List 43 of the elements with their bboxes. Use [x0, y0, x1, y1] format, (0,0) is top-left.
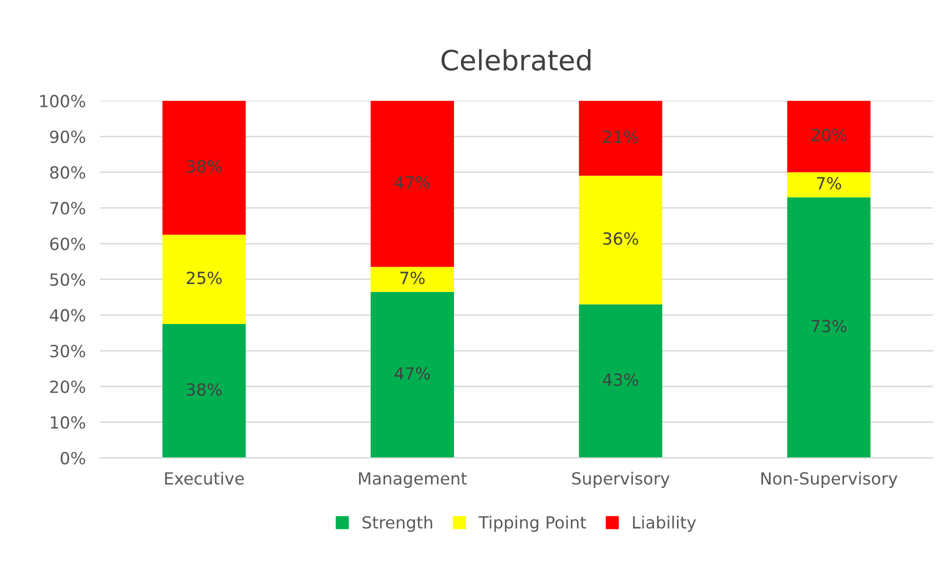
data-label: 7%	[816, 176, 842, 190]
data-label: 7%	[400, 272, 425, 284]
bar	[787, 100, 870, 172]
data-label: 21%	[603, 130, 638, 144]
x-tick-label: Executive	[165, 472, 244, 485]
y-tick-label: 0%	[60, 452, 86, 464]
y-tick-label: 20%	[50, 380, 86, 394]
bar	[162, 324, 246, 458]
bar	[787, 197, 870, 458]
y-tick-label: 90%	[50, 130, 86, 144]
bar	[578, 100, 662, 176]
x-tick-label: Supervisory	[572, 472, 670, 488]
y-tick-label: 10%	[50, 416, 86, 429]
y-tick-label: 100%	[40, 94, 86, 108]
y-tick-label: 80%	[50, 166, 86, 179]
y-tick-label: 40%	[50, 309, 86, 322]
y-tick-label: 60%	[50, 238, 86, 250]
bar	[370, 266, 454, 292]
bar	[162, 100, 246, 235]
legend-label: Strength	[362, 516, 432, 532]
bar	[578, 176, 662, 304]
data-label: 38%	[186, 160, 222, 173]
data-label: 36%	[603, 232, 638, 245]
bar	[162, 234, 246, 324]
x-tick-label: Non-Supervisory	[761, 472, 898, 488]
legend-label: Tipping Point	[478, 516, 586, 532]
chart-title: Celebrated	[442, 49, 590, 71]
data-label: 38%	[186, 383, 222, 396]
bar	[578, 304, 662, 458]
bar	[787, 172, 870, 198]
data-label: 73%	[812, 320, 846, 332]
data-label: 43%	[602, 373, 638, 386]
bar	[370, 100, 454, 267]
data-label: 20%	[812, 128, 846, 142]
data-label: 47%	[394, 176, 430, 189]
legend-label: Liability	[633, 516, 696, 532]
y-tick-label: 30%	[50, 344, 86, 358]
y-tick-label: 50%	[50, 273, 86, 286]
bar	[370, 292, 454, 458]
data-label: 47%	[394, 367, 430, 380]
x-tick-label: Management	[359, 472, 467, 488]
y-tick-label: 70%	[50, 202, 86, 215]
data-label: 25%	[186, 272, 222, 284]
